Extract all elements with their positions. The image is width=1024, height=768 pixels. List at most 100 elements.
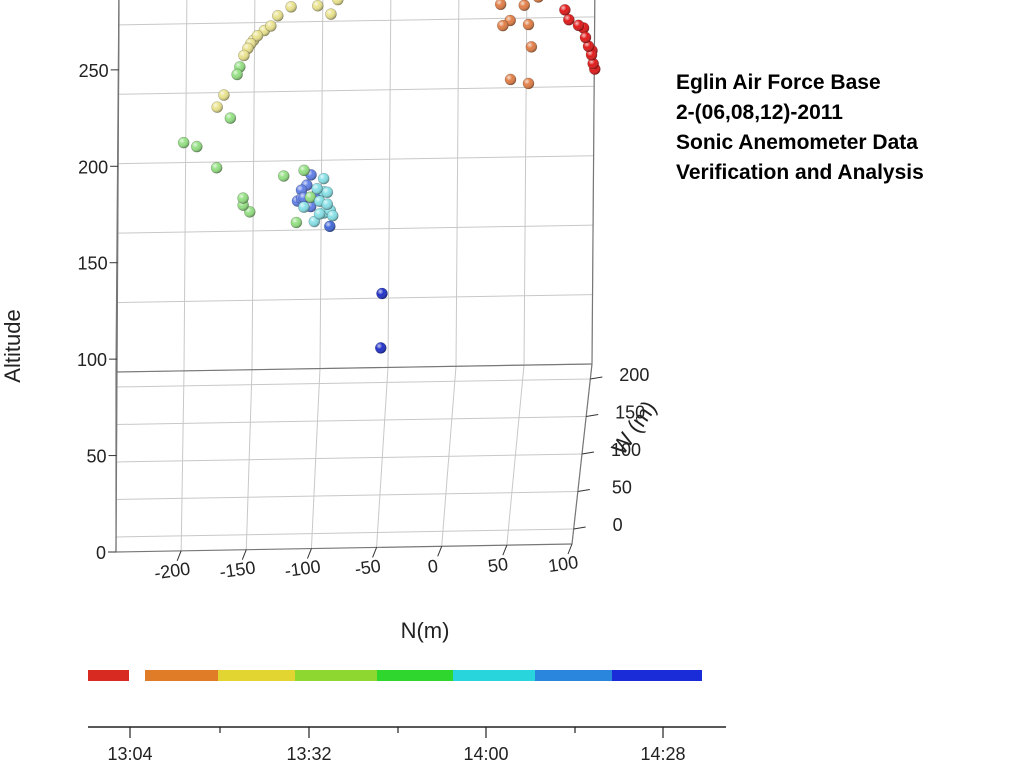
colorbar-segment — [295, 670, 377, 681]
back-wall-grid-line — [118, 85, 595, 95]
data-point-shade — [573, 19, 585, 31]
data-point-shade — [583, 40, 595, 52]
x-tick-mark — [502, 544, 508, 556]
data-point — [522, 18, 535, 31]
y-tick-mark — [581, 451, 595, 455]
z-tick-label: 50 — [87, 447, 107, 467]
data-point-shade — [505, 73, 517, 85]
colorbar-segment — [453, 670, 535, 681]
data-points — [177, 0, 601, 354]
floor-grid-line — [115, 491, 578, 500]
colorbar-segment — [218, 670, 295, 681]
data-point-shade — [224, 112, 236, 124]
z-tick-label: 0 — [96, 543, 106, 563]
data-point-shade — [272, 10, 284, 22]
x-tick-label: -150 — [218, 557, 256, 582]
y-tick-label: 0 — [613, 515, 623, 535]
data-point-shade — [298, 201, 310, 213]
data-point-shade — [522, 19, 534, 31]
y-tick-label: 100 — [611, 440, 641, 460]
data-point — [374, 342, 387, 354]
data-point-shade — [497, 20, 509, 32]
data-point — [298, 201, 310, 213]
x-tick-mark — [372, 547, 378, 558]
data-point-shade — [298, 164, 310, 176]
data-point — [311, 182, 323, 195]
data-point — [290, 216, 303, 229]
data-point-shade — [559, 4, 571, 16]
data-point — [190, 140, 203, 153]
data-point-shade — [586, 49, 598, 61]
annotation-line-instrument: Sonic Anemometer Data — [676, 131, 918, 154]
colorbar-tick-label: 14:00 — [463, 744, 508, 764]
colorbar-segment — [88, 670, 129, 681]
data-point — [504, 73, 517, 86]
data-point-shade — [321, 186, 333, 198]
data-point — [572, 19, 585, 32]
back-wall-grid-line — [117, 224, 594, 234]
data-point — [211, 101, 223, 113]
data-point — [533, 0, 544, 3]
data-point — [218, 89, 230, 101]
data-point-shade — [327, 210, 339, 222]
data-point — [326, 209, 339, 222]
colorbar-tick-label: 14:28 — [640, 744, 685, 764]
data-point — [265, 20, 277, 32]
frame-edge — [115, 0, 120, 373]
data-point-shade — [251, 30, 263, 42]
data-point-shade — [533, 0, 543, 3]
data-point — [231, 68, 243, 81]
data-point — [324, 220, 336, 233]
data-point — [559, 4, 571, 16]
floor-grid-line — [115, 528, 574, 538]
z-axis-label: Altitude — [0, 309, 25, 382]
chart-annotation: Eglin Air Force Base 2-(06,08,12)-2011 S… — [676, 68, 924, 188]
data-point-shade — [290, 217, 302, 229]
data-point-shade — [332, 0, 344, 6]
data-point — [518, 0, 531, 12]
y-tick-mark — [577, 489, 590, 492]
x-tick-label: -200 — [153, 559, 191, 584]
data-point — [563, 13, 575, 26]
y-tick-label: 200 — [619, 365, 649, 385]
x-tick-mark — [437, 546, 443, 557]
data-point — [311, 0, 324, 12]
data-point — [304, 191, 317, 204]
back-wall-grid-line — [116, 294, 593, 304]
data-point-shade — [237, 192, 249, 204]
data-point-shade — [244, 206, 256, 218]
data-point-shade — [211, 101, 223, 113]
y-tick-label: 50 — [612, 478, 632, 498]
data-point — [224, 112, 237, 124]
data-point — [272, 9, 284, 22]
frame-edge — [115, 543, 573, 553]
colorbar-tick-label: 13:32 — [286, 744, 331, 764]
frame-edge — [591, 0, 596, 365]
back-wall-grid-line — [183, 0, 188, 371]
back-wall-grid-line — [117, 155, 594, 165]
data-point-shade — [312, 0, 324, 12]
colorbar-segment — [145, 670, 218, 681]
back-wall-grid-line — [387, 0, 392, 368]
data-point-shade — [522, 77, 534, 89]
y-tick-mark — [573, 526, 586, 530]
colorbar-segment — [535, 670, 612, 681]
data-point — [313, 208, 326, 220]
data-point — [525, 41, 538, 53]
data-point — [522, 77, 535, 90]
x-tick-label: 100 — [547, 552, 580, 576]
data-point — [308, 215, 321, 228]
data-point — [237, 192, 249, 204]
y-tick-mark — [590, 376, 603, 380]
data-point-shade — [178, 137, 190, 149]
data-point — [317, 172, 330, 185]
annotation-line-location: Eglin Air Force Base — [676, 71, 881, 94]
data-point-shade — [191, 141, 203, 153]
data-point — [210, 161, 223, 174]
colorbar: 13:04 13:32 14:00 14:28 — [88, 670, 726, 764]
tick-labels: -200 -150 -100 -50 0 50 100 0 50 100 150 200 0 50 100 1… — [77, 61, 649, 583]
z-tick-label: 100 — [77, 350, 107, 370]
y-tick-label: 150 — [615, 403, 645, 423]
data-point-shade — [518, 0, 530, 11]
